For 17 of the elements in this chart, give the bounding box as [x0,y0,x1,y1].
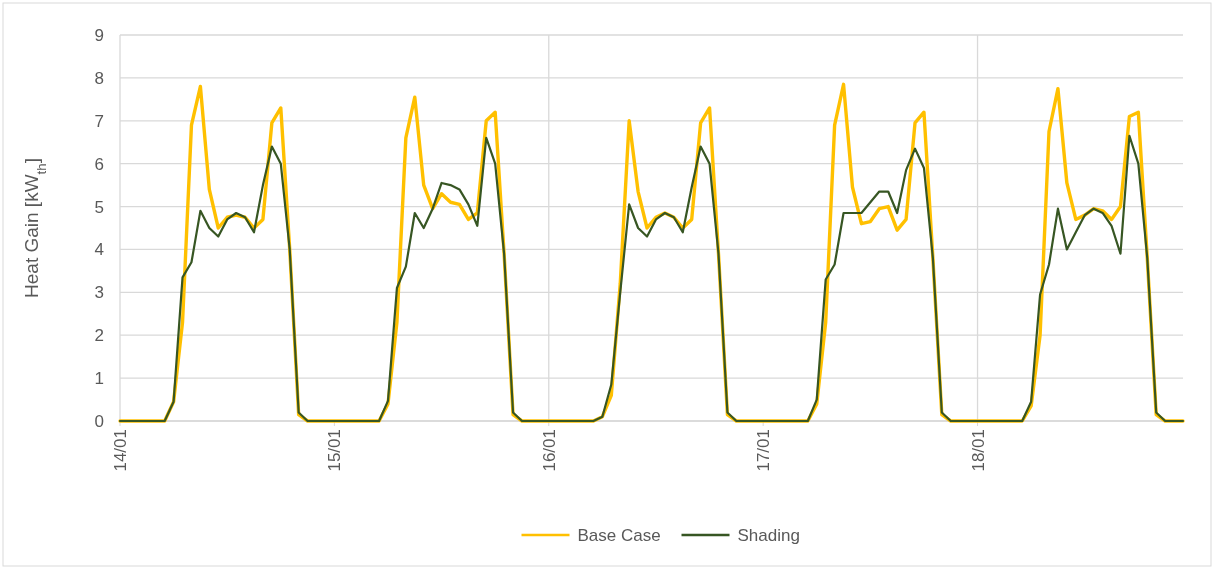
x-tick-label: 18/01 [968,429,988,472]
legend-label: Base Case [577,526,661,545]
y-tick-label: 9 [94,26,104,45]
y-tick-label: 4 [94,240,104,260]
y-tick-label: 5 [94,197,104,217]
y-tick-label: 1 [94,369,104,389]
y-tick-label: 0 [94,412,104,431]
x-tick-label: 15/01 [325,429,345,472]
y-tick-label: 6 [94,154,104,174]
x-tick-label: 17/01 [754,429,774,472]
y-tick-label: 7 [94,111,104,131]
legend-label: Shading [737,526,800,545]
y-tick-label: 2 [94,326,104,346]
y-tick-label: 3 [94,283,104,303]
y-tick-label: 8 [94,68,104,88]
x-tick-label: 16/01 [539,429,559,472]
x-tick-label: 14/01 [111,429,130,472]
